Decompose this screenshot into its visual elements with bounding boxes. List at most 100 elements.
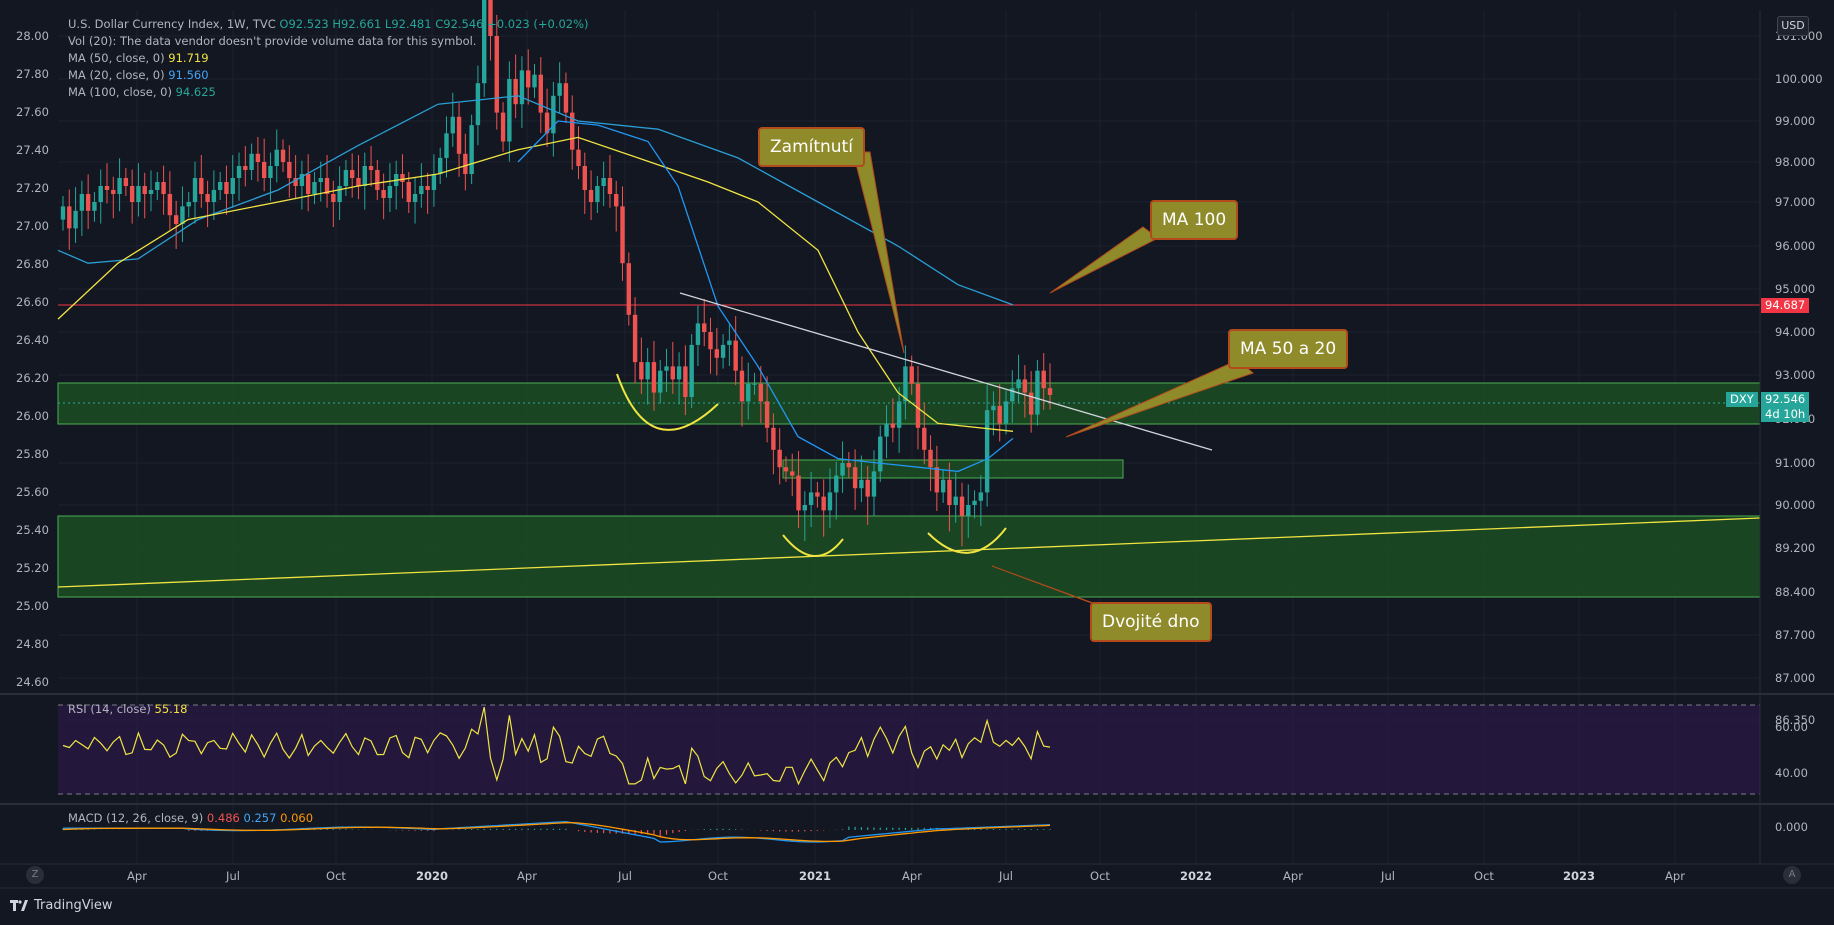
candle-body [349, 170, 355, 178]
time-axis-tick: Apr [1665, 869, 1685, 883]
candle-body [658, 370, 663, 393]
candle-body [337, 186, 342, 202]
candle-body [192, 178, 198, 202]
ma50-row[interactable]: MA (50, close, 0) 91.719 [68, 50, 589, 67]
candle-body [488, 0, 493, 36]
right-axis-tick: 95.000 [1775, 282, 1815, 296]
rsi-legend[interactable]: RSI (14, close) 55.18 [68, 701, 187, 718]
candle-body [243, 166, 248, 170]
time-axis-tick: Apr [127, 869, 147, 883]
left-axis-tick: 27.40 [16, 143, 49, 157]
candle-body [739, 370, 745, 402]
time-axis-tick: 2023 [1563, 869, 1595, 883]
candle-body [331, 194, 336, 202]
right-axis-tick: 91.000 [1775, 456, 1815, 470]
candle-body [1035, 370, 1040, 415]
trendline[interactable] [679, 292, 1213, 451]
auto-scale-button[interactable]: A [1783, 866, 1801, 884]
candle-body [425, 186, 430, 190]
candle-body [111, 190, 116, 194]
candle-body [155, 182, 160, 190]
candle-body [305, 174, 311, 194]
candle-body [708, 332, 713, 350]
candle-body [859, 479, 864, 489]
candle-body [890, 423, 896, 428]
candle-body [381, 190, 386, 198]
tradingview-logo[interactable]: TradingView [10, 898, 113, 913]
candle-body [73, 210, 78, 229]
zoom-button[interactable]: Z [26, 866, 44, 884]
candle-body [450, 116, 455, 134]
ma100-value: 94.625 [175, 85, 216, 99]
candle-body [217, 182, 223, 190]
right-axis-tick: 86.350 [1775, 713, 1815, 727]
currency-button[interactable]: USD [1777, 16, 1809, 36]
brand-name: TradingView [34, 898, 113, 913]
callout-ma50-20[interactable]: MA 50 a 20 [1228, 329, 1349, 369]
mid-zone [782, 459, 1124, 479]
right-axis-tick: 93.000 [1775, 368, 1815, 382]
candle-body [437, 157, 443, 174]
time-axis-tick: Apr [902, 869, 922, 883]
candle-body [532, 74, 537, 88]
candle-body [67, 206, 72, 229]
candle-body [746, 383, 751, 402]
candle-body [582, 166, 587, 190]
candle-body [796, 475, 801, 511]
candle-body [626, 263, 631, 315]
time-axis-tick: 2021 [799, 869, 831, 883]
candle-body [588, 190, 594, 202]
callout-double-bottom[interactable]: Dvojité dno [1090, 602, 1212, 642]
candle-body [884, 423, 889, 437]
candle-body [387, 186, 393, 198]
time-axis-tick: Oct [708, 869, 728, 883]
callout-rejection[interactable]: Zamítnutí [758, 127, 865, 167]
candle-body [651, 362, 657, 393]
candle-body [230, 178, 235, 194]
callout-ma100[interactable]: MA 100 [1150, 200, 1239, 240]
level-price-tag: 94.687 [1761, 298, 1810, 313]
rsi-value: 55.18 [154, 702, 188, 716]
candle-body [167, 194, 173, 216]
candle-body [871, 471, 877, 497]
signal-line [62, 822, 1051, 843]
open-value: O92.523 [279, 17, 329, 31]
candle-body [645, 362, 650, 380]
candle-body [538, 74, 543, 113]
candle-body [953, 496, 958, 505]
macd-histogram-value: 0.486 [206, 811, 240, 825]
right-axis-tick: 99.000 [1775, 114, 1815, 128]
candle-body [683, 366, 688, 397]
candle-body [299, 174, 305, 186]
candle-body [280, 149, 286, 162]
candle-body [576, 149, 581, 166]
candle-body [136, 186, 141, 202]
candle-body [519, 70, 525, 105]
ticker-tag[interactable]: DXY [1726, 392, 1758, 407]
ma20-value: 91.560 [168, 68, 209, 82]
candle-body [312, 182, 317, 194]
candle-body [85, 194, 91, 211]
candle-body [148, 190, 154, 194]
candle-body [406, 182, 411, 202]
time-axis-tick: Apr [1283, 869, 1303, 883]
symbol-row[interactable]: U.S. Dollar Currency Index, 1W, TVC O92.… [68, 16, 589, 33]
macd-legend[interactable]: MACD (12, 26, close, 9) 0.486 0.257 0.06… [68, 810, 313, 827]
candle-body [978, 492, 984, 501]
candle-body [815, 492, 820, 497]
candle-body [500, 112, 506, 142]
ma20-row[interactable]: MA (20, close, 0) 91.560 [68, 67, 589, 84]
left-axis-tick: 26.20 [16, 371, 49, 385]
candles [60, 0, 1053, 547]
candle-body [123, 178, 129, 186]
support-trendline[interactable] [57, 517, 1761, 588]
candle-body [142, 186, 147, 194]
low-value: L92.481 [384, 17, 432, 31]
macd-signal-value: 0.060 [280, 811, 314, 825]
right-axis-tick: 87.700 [1775, 628, 1815, 642]
ma50-value: 91.719 [168, 51, 209, 65]
candle-body [261, 162, 267, 178]
candle-body [607, 178, 613, 194]
ma100-row[interactable]: MA (100, close, 0) 94.625 [68, 84, 589, 101]
